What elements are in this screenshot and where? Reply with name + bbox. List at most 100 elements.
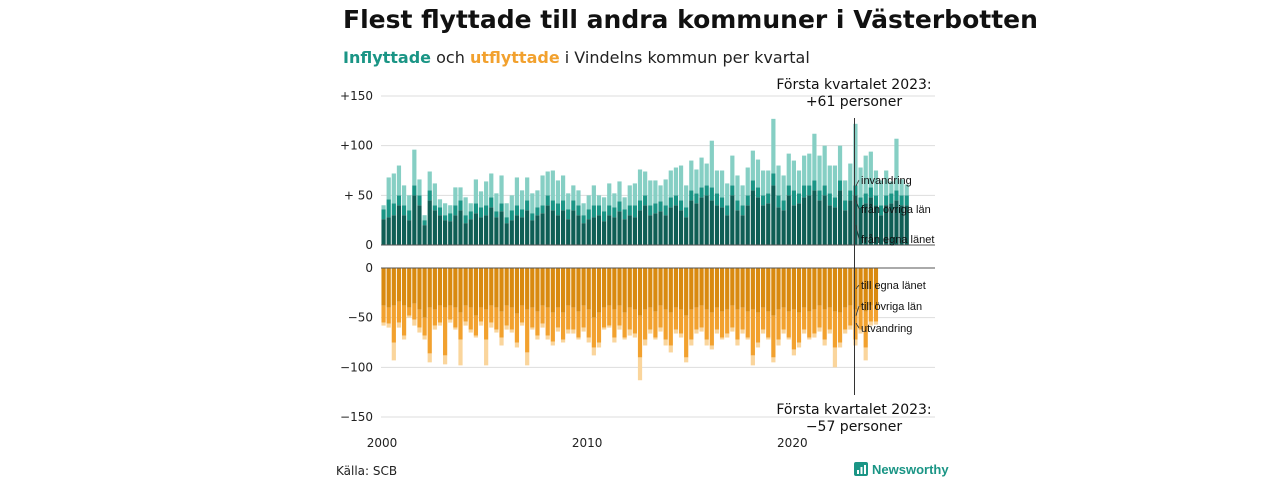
outflow-bar-segment — [740, 329, 745, 334]
inflow-bar-segment — [494, 217, 499, 245]
outflow-bar-segment — [550, 341, 555, 346]
inflow-bar-segment — [878, 215, 884, 245]
inflow-bar-segment — [535, 207, 540, 216]
inflow-bar-segment — [719, 207, 725, 245]
outflow-bar-segment — [714, 329, 720, 334]
outflow-bar-segment — [617, 305, 622, 326]
outflow-bar-segment — [443, 307, 448, 356]
inflow-bar-segment — [381, 219, 386, 245]
inflow-bar-segment — [550, 170, 555, 201]
outflow-bar-segment — [617, 268, 622, 306]
inflow-bar-segment — [637, 210, 643, 245]
inflow-bar-segment — [858, 207, 863, 245]
outflow-bar-segment — [478, 307, 484, 322]
inflow-bar-segment — [802, 155, 807, 186]
series-label-leader — [855, 305, 860, 316]
outflow-bar-segment — [550, 312, 555, 342]
inflow-bar-segment — [786, 195, 791, 245]
outflow-bar-segment — [607, 305, 612, 326]
outflow-bar-segment — [489, 268, 494, 306]
inflow-bar-segment — [899, 179, 904, 196]
outflow-bar-segment — [478, 321, 484, 326]
outflow-bar-segment — [694, 307, 699, 330]
inflow-bar-segment — [745, 167, 750, 196]
inflow-bar-segment — [535, 215, 540, 245]
inflow-bar-segment — [627, 215, 632, 245]
outflow-bar-segment — [407, 268, 412, 308]
outflow-bar-segment — [735, 268, 740, 310]
inflow-bar-segment — [437, 199, 443, 208]
inflow-bar-segment — [519, 209, 525, 218]
inflow-bar-segment — [566, 209, 571, 220]
outflow-bar-segment — [863, 311, 868, 348]
outflow-bar-segment — [504, 325, 509, 330]
inflow-bar-segment — [658, 211, 663, 245]
inflow-bar-segment — [627, 205, 632, 216]
outflow-bar-segment — [837, 268, 843, 313]
inflow-bar-segment — [837, 190, 843, 245]
inflow-bar-segment — [843, 180, 848, 201]
inflow-bar-segment — [653, 213, 658, 245]
outflow-bar-segment — [499, 311, 504, 338]
series-label: från egna länet — [861, 234, 934, 246]
outflow-bar-segment — [417, 309, 422, 328]
outflow-bar-segment — [617, 325, 622, 330]
inflow-bar-segment — [617, 181, 622, 202]
inflow-bar-segment — [791, 160, 796, 191]
outflow-bar-segment — [453, 268, 458, 308]
inflow-bar-segment — [504, 217, 509, 224]
outflow-bar-segment — [571, 268, 576, 308]
outflow-bar-segment — [381, 322, 386, 326]
outflow-bar-segment — [519, 305, 525, 323]
outflow-bar-segment — [381, 305, 386, 323]
outflow-bar-segment — [858, 329, 863, 334]
inflow-bar-segment — [863, 203, 868, 245]
callout-bottom-line2: −57 personer — [806, 419, 903, 435]
inflow-bar-segment — [525, 177, 530, 201]
outflow-bar-segment — [817, 305, 822, 328]
inflow-bar-segment — [530, 213, 535, 221]
outflow-bar-segment — [843, 307, 848, 330]
outflow-bar-segment — [401, 268, 407, 306]
inflow-bar-segment — [781, 200, 786, 211]
outflow-bar-segment — [817, 327, 822, 332]
inflow-bar-segment — [689, 200, 694, 245]
outflow-bar-segment — [776, 339, 781, 346]
callout-top-line1: Första kvartalet 2023: — [776, 77, 931, 93]
subtitle-outflow-word: utflyttade — [470, 48, 560, 67]
inflow-bar-segment — [555, 180, 561, 204]
inflow-bar-segment — [386, 199, 391, 218]
inflow-bar-segment — [453, 215, 458, 245]
inflow-bar-segment — [391, 215, 396, 245]
inflow-bar-segment — [632, 217, 637, 245]
inflow-bar-segment — [719, 197, 725, 208]
inflow-bar-segment — [519, 217, 525, 245]
outflow-bar-segment — [417, 268, 422, 310]
top-tick-label: +150 — [340, 89, 373, 103]
outflow-bar-segment — [407, 307, 412, 316]
inflow-bar-segment — [709, 187, 714, 201]
inflow-bar-segment — [443, 203, 448, 216]
outflow-bar-segment — [781, 268, 786, 308]
inflow-bar-segment — [525, 200, 530, 211]
inflow-bar-segment — [709, 140, 714, 188]
outflow-bar-segment — [627, 329, 632, 336]
outflow-bar-segment — [540, 305, 545, 324]
inflow-bar-segment — [560, 200, 566, 211]
outflow-bar-segment — [730, 305, 735, 328]
inflow-bar-segment — [632, 183, 637, 206]
outflow-bar-segment — [478, 268, 484, 308]
outflow-bar-segment — [571, 307, 576, 330]
outflow-bar-segment — [519, 268, 525, 306]
inflow-bar-segment — [873, 170, 879, 196]
outflow-bar-segment — [776, 268, 781, 310]
inflow-bar-segment — [560, 210, 566, 245]
outflow-bar-segment — [525, 268, 530, 310]
inflow-bar-segment — [730, 185, 735, 196]
top-tick-label: + 50 — [344, 188, 373, 202]
outflow-bar-segment — [484, 268, 489, 310]
inflow-bar-segment — [422, 220, 427, 226]
series-label-leader — [855, 284, 860, 290]
outflow-bar-segment — [837, 342, 843, 348]
inflow-bar-segment — [884, 170, 889, 196]
